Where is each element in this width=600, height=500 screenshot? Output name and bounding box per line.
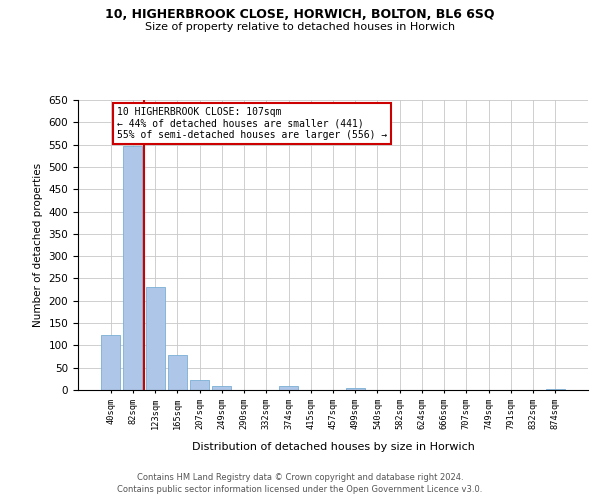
Bar [546,388,565,390]
Y-axis label: Number of detached properties: Number of detached properties [33,163,43,327]
Text: Contains public sector information licensed under the Open Government Licence v3: Contains public sector information licen… [118,485,482,494]
Bar [124,146,142,390]
Text: 10, HIGHERBROOK CLOSE, HORWICH, BOLTON, BL6 6SQ: 10, HIGHERBROOK CLOSE, HORWICH, BOLTON, … [105,8,495,20]
Text: Distribution of detached houses by size in Horwich: Distribution of detached houses by size … [191,442,475,452]
Text: Contains HM Land Registry data © Crown copyright and database right 2024.: Contains HM Land Registry data © Crown c… [137,472,463,482]
Bar [279,386,298,390]
Bar [212,386,231,390]
Bar [190,380,209,390]
Bar [168,355,187,390]
Bar [101,334,120,390]
Bar [146,288,164,390]
Text: Size of property relative to detached houses in Horwich: Size of property relative to detached ho… [145,22,455,32]
Bar [346,388,365,390]
Text: 10 HIGHERBROOK CLOSE: 107sqm
← 44% of detached houses are smaller (441)
55% of s: 10 HIGHERBROOK CLOSE: 107sqm ← 44% of de… [118,106,388,140]
